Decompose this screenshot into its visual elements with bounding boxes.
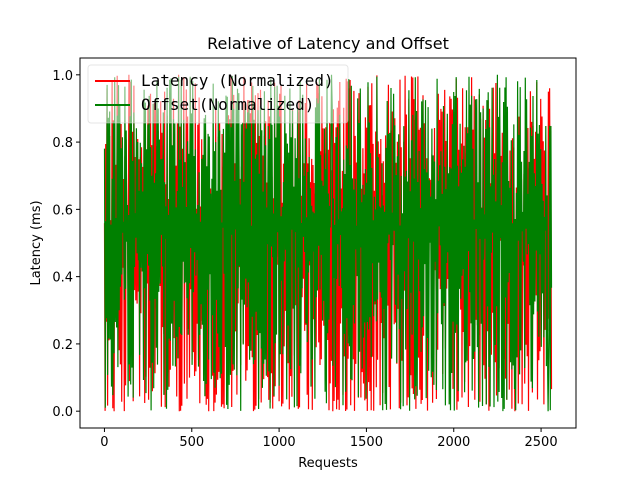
legend-box [87, 64, 349, 124]
y-axis-title: Latency (ms) [29, 200, 44, 285]
series-layer [103, 74, 553, 412]
chart-title: Relative of Latency and Offset [207, 34, 449, 53]
legend-label: Latency (Normalized) [141, 71, 334, 90]
x-axis: 0 500 1000 1500 2000 2500 [100, 428, 558, 450]
legend: Latency (Normalized) Offset(Normalized) [87, 64, 349, 124]
x-tick-label: 2000 [437, 435, 470, 450]
y-axis: 0.0 0.2 0.4 0.6 0.8 1.0 [52, 69, 80, 420]
x-axis-title: Requests [298, 456, 358, 471]
y-tick-label: 0.4 [52, 271, 73, 286]
y-tick-label: 0.6 [52, 203, 73, 218]
x-tick-label: 1500 [350, 435, 383, 450]
y-tick-label: 1.0 [52, 69, 73, 84]
y-tick-label: 0.2 [52, 338, 73, 353]
series-line-offset [103, 74, 553, 412]
x-tick-label: 500 [179, 435, 204, 450]
y-tick-label: 0.0 [52, 405, 73, 420]
y-tick-label: 0.8 [52, 136, 73, 151]
plot-frame [79, 57, 577, 429]
legend-label: Offset(Normalized) [141, 95, 314, 114]
x-tick-label: 0 [100, 435, 108, 450]
x-tick-label: 1000 [263, 435, 296, 450]
x-tick-label: 2500 [525, 435, 558, 450]
